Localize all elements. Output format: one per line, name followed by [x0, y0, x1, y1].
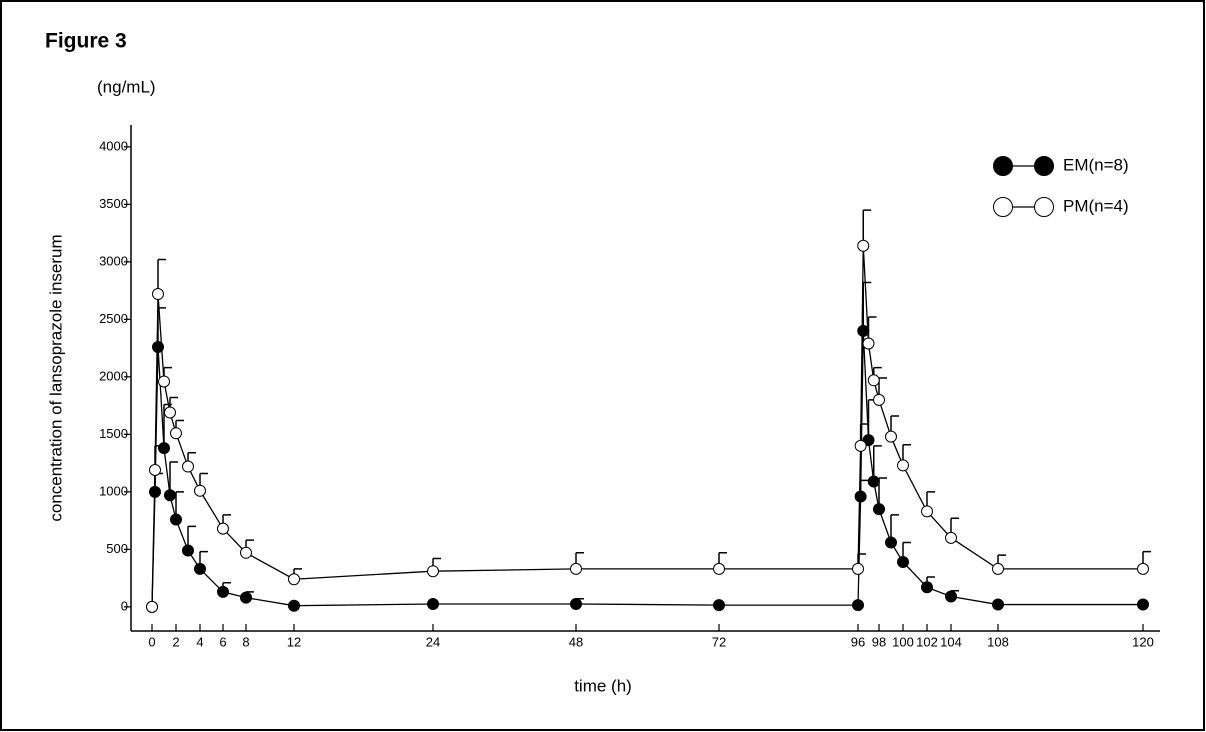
- data-point: [182, 460, 194, 473]
- legend-marker: [993, 156, 1013, 176]
- y-tick-label: 3000: [99, 253, 128, 268]
- data-point: [240, 591, 252, 604]
- legend-label: EM(n=8): [1063, 155, 1129, 174]
- data-point: [992, 598, 1004, 611]
- legend-marker: [993, 197, 1013, 217]
- data-point: [852, 562, 864, 575]
- data-point: [164, 489, 176, 502]
- data-point: [194, 484, 206, 497]
- y-tick-label: 0: [121, 598, 128, 613]
- x-tick-label: 0: [148, 634, 155, 649]
- data-point: [713, 599, 725, 612]
- x-tick-label: 8: [242, 634, 249, 649]
- data-point: [217, 585, 229, 598]
- data-point: [945, 590, 957, 603]
- y-unit: (ng/mL): [97, 77, 156, 96]
- data-point: [182, 544, 194, 557]
- legend-label: PM(n=4): [1063, 196, 1129, 215]
- y-tick-label: 2000: [99, 368, 128, 383]
- data-point: [288, 599, 300, 612]
- data-point: [992, 562, 1004, 575]
- data-point: [1137, 598, 1149, 611]
- y-axis-label: concentration of lansoprazole inserum: [46, 234, 65, 521]
- data-point: [149, 464, 161, 476]
- data-point: [194, 562, 206, 575]
- data-point: [240, 546, 252, 559]
- data-point: [873, 393, 885, 406]
- chart-title: Figure 3: [45, 30, 127, 53]
- legend-marker: [1034, 156, 1054, 176]
- y-tick-label: 3500: [99, 196, 128, 211]
- x-tick-label: 2: [172, 634, 179, 649]
- data-point: [158, 375, 170, 388]
- y-tick-label: 1000: [99, 483, 128, 498]
- data-point: [164, 406, 176, 419]
- data-point: [885, 430, 897, 443]
- data-point: [170, 427, 182, 440]
- data-point: [1137, 562, 1149, 575]
- x-tick-label: 104: [940, 634, 962, 649]
- data-point: [873, 503, 885, 516]
- x-tick-label: 6: [219, 634, 226, 649]
- data-point: [867, 475, 880, 488]
- legend-marker: [1034, 197, 1054, 217]
- data-point: [152, 288, 164, 301]
- data-point: [146, 600, 158, 613]
- x-tick-label: 24: [426, 634, 440, 649]
- y-tick-label: 1500: [99, 426, 128, 441]
- data-point: [288, 573, 300, 586]
- x-axis-label: time (h): [574, 676, 632, 695]
- x-tick-label: 96: [851, 634, 865, 649]
- y-tick-label: 4000: [99, 138, 128, 153]
- data-point: [854, 490, 867, 503]
- data-point: [713, 562, 725, 575]
- data-point: [897, 556, 909, 568]
- data-point: [570, 562, 582, 575]
- data-point: [857, 239, 870, 252]
- data-point: [921, 581, 933, 594]
- data-point: [885, 536, 897, 549]
- x-tick-label: 108: [987, 634, 1009, 649]
- data-point: [921, 505, 933, 518]
- data-point: [945, 531, 957, 544]
- data-point: [158, 442, 170, 455]
- data-point: [152, 340, 164, 353]
- x-tick-label: 100: [892, 634, 914, 649]
- data-point: [217, 522, 229, 535]
- data-point: [862, 337, 875, 350]
- data-point: [854, 439, 867, 452]
- x-tick-label: 4: [196, 634, 203, 649]
- data-point: [427, 565, 439, 578]
- data-point: [867, 374, 880, 387]
- x-tick-label: 12: [287, 634, 301, 649]
- y-tick-label: 2500: [99, 311, 128, 326]
- data-point: [852, 599, 864, 612]
- data-point: [570, 597, 582, 610]
- x-tick-label: 102: [916, 634, 938, 649]
- x-tick-label: 120: [1132, 634, 1154, 649]
- data-point: [427, 597, 439, 610]
- y-tick-label: 500: [106, 541, 128, 556]
- x-tick-label: 98: [872, 634, 886, 649]
- x-tick-label: 72: [712, 634, 726, 649]
- x-tick-label: 48: [569, 634, 583, 649]
- data-point: [170, 513, 182, 526]
- data-point: [897, 459, 909, 472]
